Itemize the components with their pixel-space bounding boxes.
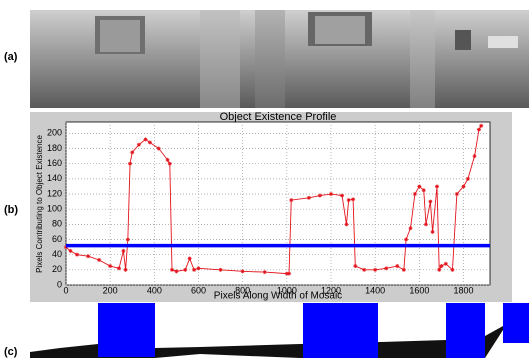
star-marker <box>473 154 477 158</box>
mosaic-photo <box>30 10 529 108</box>
chart-title: Object Existence Profile <box>220 111 337 123</box>
star-marker <box>395 264 399 268</box>
star-marker <box>166 158 170 162</box>
star-marker <box>455 192 459 196</box>
star-marker <box>219 268 223 272</box>
star-marker <box>289 198 293 202</box>
star-marker <box>170 268 174 272</box>
star-marker <box>347 198 351 202</box>
x-tick-label: 600 <box>191 285 206 295</box>
star-marker <box>362 268 366 272</box>
star-marker <box>444 262 448 266</box>
y-tick-label: 80 <box>52 219 62 229</box>
star-marker <box>466 177 470 181</box>
y-tick-label: 200 <box>47 128 62 138</box>
star-marker <box>462 184 466 188</box>
star-marker <box>404 238 408 242</box>
star-marker <box>188 256 192 260</box>
star-marker <box>183 268 187 272</box>
star-marker <box>340 194 344 198</box>
x-tick-label: 1400 <box>365 285 385 295</box>
star-marker <box>424 222 428 226</box>
y-tick-label: 40 <box>52 249 62 259</box>
star-marker <box>439 264 443 268</box>
x-tick-label: 1200 <box>321 285 341 295</box>
star-marker <box>318 194 322 198</box>
star-marker <box>344 222 348 226</box>
star-marker <box>174 269 178 273</box>
star-marker <box>435 184 439 188</box>
mask-image <box>30 303 529 358</box>
x-tick-label: 1800 <box>453 285 473 295</box>
star-marker <box>307 196 311 200</box>
star-marker <box>192 268 196 272</box>
star-marker <box>384 266 388 270</box>
panel-label: (a) <box>4 51 18 63</box>
star-marker <box>117 266 121 270</box>
star-marker <box>263 270 267 274</box>
star-marker <box>417 184 421 188</box>
star-marker <box>373 268 377 272</box>
star-marker <box>157 147 161 151</box>
y-tick-label: 180 <box>47 143 62 153</box>
y-tick-label: 60 <box>52 234 62 244</box>
star-marker <box>413 192 417 196</box>
star-marker <box>477 128 481 132</box>
star-marker <box>287 272 291 276</box>
star-marker <box>124 268 128 272</box>
star-marker <box>126 238 130 242</box>
star-marker <box>431 230 435 234</box>
x-tick-label: 800 <box>235 285 250 295</box>
x-tick-label: 0 <box>63 285 68 295</box>
star-marker <box>148 140 152 144</box>
figure: (a) Object Existence Profile Pixels Alon… <box>0 0 529 361</box>
star-marker <box>409 226 413 230</box>
star-marker <box>329 192 333 196</box>
y-tick-label: 100 <box>47 204 62 214</box>
star-marker <box>428 200 432 204</box>
panel-label: (b) <box>4 204 18 216</box>
y-tick-label: 140 <box>47 173 62 183</box>
x-tick-label: 400 <box>147 285 162 295</box>
star-marker <box>241 269 245 273</box>
star-marker <box>353 264 357 268</box>
star-marker <box>128 162 132 166</box>
star-marker <box>450 268 454 272</box>
star-marker <box>137 143 141 147</box>
y-tick-label: 0 <box>57 279 62 289</box>
star-marker <box>130 150 134 154</box>
panel-label: (c) <box>4 346 18 358</box>
star-marker <box>422 188 426 192</box>
x-tick-label: 1600 <box>409 285 429 295</box>
x-tick-label: 1000 <box>277 285 297 295</box>
y-axis-label: Pixels Contributing to Object Existence <box>35 135 44 273</box>
star-marker <box>144 137 148 141</box>
x-tick-label: 200 <box>103 285 118 295</box>
y-tick-label: 20 <box>52 264 62 274</box>
star-marker <box>351 197 355 201</box>
plot-area <box>66 122 490 285</box>
y-tick-label: 160 <box>47 158 62 168</box>
star-marker <box>197 266 201 270</box>
star-marker <box>402 268 406 272</box>
star-marker <box>97 258 101 262</box>
star-marker <box>437 268 441 272</box>
y-tick-label: 120 <box>47 188 62 198</box>
star-marker <box>168 162 172 166</box>
